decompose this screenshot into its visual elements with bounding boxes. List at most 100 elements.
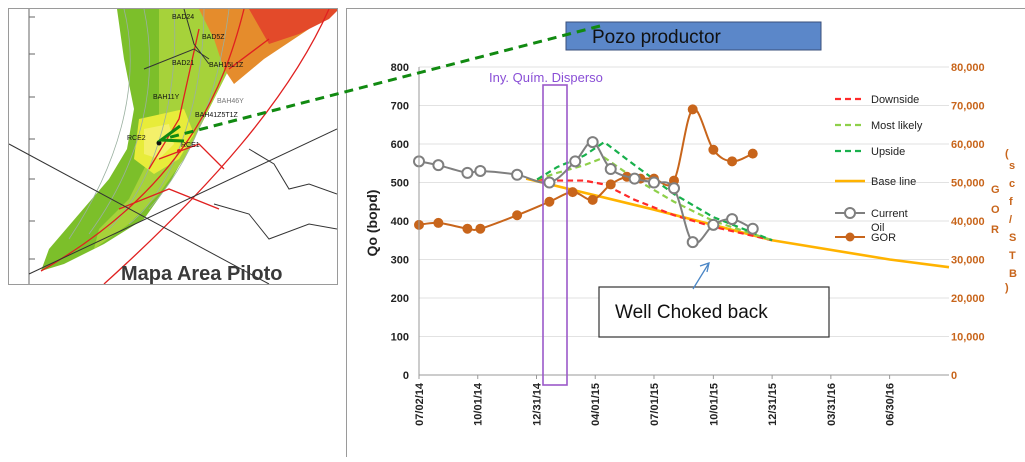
well-label-bad24: BAD24 [172, 14, 194, 21]
gor-point [687, 104, 698, 115]
current-oil-point [746, 222, 759, 235]
gor-point [512, 210, 523, 221]
well-label-bah41z5t1z: BAH41Z5T1Z [195, 112, 239, 119]
well-label-rce1: RCE1 [181, 142, 200, 149]
current-oil-point [628, 172, 641, 185]
y-axis-title: Qo (bopd) [364, 190, 380, 257]
series-line-most-likely [536, 156, 773, 242]
y-tick-label: 700 [391, 101, 409, 113]
series-line-downside [537, 178, 773, 242]
series-line-base-line [525, 177, 950, 269]
current-oil-point [432, 159, 445, 172]
y-tick-label: 100 [391, 332, 409, 344]
well-choked-label: Well Choked back [615, 302, 768, 323]
gor-point [727, 156, 738, 167]
current-oil-point [511, 168, 524, 181]
current-oil-point [461, 166, 474, 179]
choked-arrow-head [699, 262, 710, 273]
current-oil-point [647, 176, 660, 189]
y-tick-label: 500 [391, 178, 409, 190]
legend-marker-current-oil [844, 207, 856, 219]
y2-title-letter: s [1009, 160, 1015, 172]
well-label-bah46y: BAH46Y [217, 98, 244, 105]
current-oil-point [604, 163, 617, 176]
current-oil-point [474, 164, 487, 177]
y2-title-letter: S [1009, 232, 1016, 244]
x-tick-label: 04/01/15 [590, 383, 602, 426]
y2-tick-label: 0 [951, 370, 957, 382]
current-oil-point [543, 176, 556, 189]
y2-tick-label: 20,000 [951, 293, 985, 305]
x-tick-label: 12/31/14 [531, 382, 543, 426]
y2-tick-label: 70,000 [951, 101, 985, 113]
x-tick-label: 07/01/15 [649, 383, 661, 426]
well-rce1-marker [177, 149, 181, 153]
chart-panel: 0 100 200 300 400 500 600 700 800 0 10,000 20,000 3… [346, 8, 1025, 457]
y2-title-letter: O [991, 204, 1000, 216]
current-oil-point [667, 182, 680, 195]
gor-point [708, 144, 719, 155]
y2-title-letter: B [1009, 268, 1017, 280]
injection-period-box [542, 84, 568, 386]
series-line-upside [536, 140, 773, 242]
y2-tick-label: 10,000 [951, 332, 985, 344]
gor-point [605, 179, 616, 190]
y-tick-label: 0 [403, 370, 409, 382]
y2-title-letter: / [1009, 214, 1012, 226]
choked-arrow [692, 262, 710, 290]
production-chart: 0 100 200 300 400 500 600 700 800 0 10,000 20,000 3… [364, 62, 1017, 426]
current-oil-point [569, 155, 582, 168]
gor-point [587, 194, 598, 205]
map-caption: Mapa Area Piloto [121, 263, 283, 285]
legend-label: Oil [871, 222, 884, 234]
injection-label: Iny. Quím. Disperso [489, 70, 603, 85]
y2-title-letter: ( [1005, 148, 1009, 160]
y2-tick-label: 50,000 [951, 178, 985, 190]
gor-point [462, 223, 473, 234]
y2-title-letter: T [1009, 250, 1016, 262]
gor-point [567, 187, 578, 198]
legend-label: Most likely [871, 120, 923, 132]
y2-title-letter: ) [1005, 282, 1009, 294]
legend-label: Current [871, 208, 908, 220]
x-tick-label: 10/01/14 [473, 382, 485, 426]
gor-point [433, 217, 444, 228]
current-oil-point [586, 136, 599, 149]
legend-label: GOR [871, 232, 896, 244]
legend-label: Base line [871, 176, 916, 188]
y-tick-label: 300 [391, 255, 409, 267]
gor-point [475, 223, 486, 234]
well-rce2-marker [156, 140, 162, 146]
gor-point [747, 148, 758, 159]
current-oil-point [686, 236, 699, 249]
y2-title-letter: c [1009, 178, 1015, 190]
y2-title-letter: G [991, 184, 1000, 196]
x-tick-label: 12/31/15 [767, 383, 779, 426]
y2-tick-label: 40,000 [951, 216, 985, 228]
well-label-bah11y: BAH11Y [153, 94, 180, 101]
y-tick-label: 800 [391, 62, 409, 74]
current-oil-point [707, 218, 720, 231]
well-choked-box [598, 286, 830, 338]
geologic-map: BAD24 BAD5Z BAD21 BAH15L1Z BAH11Y BAH46Y… [9, 9, 337, 284]
y2-tick-label: 60,000 [951, 139, 985, 151]
y2-tick-label: 30,000 [951, 255, 985, 267]
y2-title-letter: f [1009, 196, 1013, 208]
well-label-rce2: RCE2 [127, 135, 146, 142]
legend-label: Downside [871, 94, 919, 106]
legend-marker-gor [845, 232, 855, 242]
map-area-piloto: BAD24 BAD5Z BAD21 BAH15L1Z BAH11Y BAH46Y… [8, 8, 338, 285]
x-tick-label: 06/30/16 [885, 383, 897, 426]
legend-label: Upside [871, 146, 905, 158]
y-tick-label: 600 [391, 139, 409, 151]
x-tick-label: 07/02/14 [414, 382, 426, 426]
y2-title-letter: R [991, 224, 999, 236]
well-label-bad21: BAD21 [172, 60, 194, 67]
y-tick-label: 200 [391, 293, 409, 305]
well-label-bah15l1z: BAH15L1Z [209, 62, 244, 69]
gor-point [544, 196, 555, 207]
y-tick-label: 400 [391, 216, 409, 228]
y2-tick-label: 80,000 [951, 62, 985, 74]
well-label-bad5z: BAD5Z [202, 34, 225, 41]
